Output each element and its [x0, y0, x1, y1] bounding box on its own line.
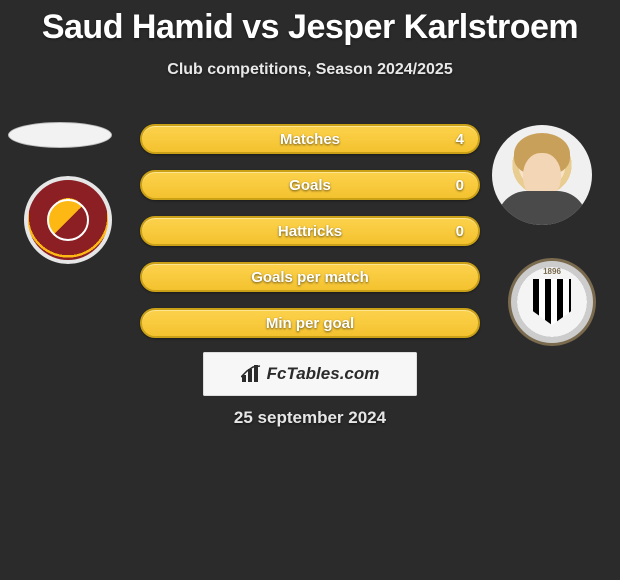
- badge-year: 1896: [511, 267, 593, 276]
- bars-icon: [241, 365, 261, 383]
- stat-value: 0: [456, 223, 464, 240]
- subtitle: Club competitions, Season 2024/2025: [0, 61, 620, 79]
- stat-value: 4: [456, 131, 464, 148]
- udinese-crest-icon: 1896: [508, 258, 596, 346]
- right-club-badge: 1896: [500, 258, 604, 346]
- stat-bar-goals-per-match: Goals per match: [140, 262, 480, 292]
- date-text: 25 september 2024: [0, 408, 620, 428]
- stat-bar-matches: Matches 4: [140, 124, 480, 154]
- attribution-box: FcTables.com: [203, 352, 417, 396]
- attribution-text: FcTables.com: [267, 364, 380, 384]
- stats-bars: Matches 4 Goals 0 Hattricks 0 Goals per …: [140, 124, 480, 354]
- left-club-badge: [16, 176, 120, 264]
- stat-label: Matches: [280, 131, 340, 148]
- stat-label: Hattricks: [278, 223, 342, 240]
- stat-label: Goals: [289, 177, 331, 194]
- page-title: Saud Hamid vs Jesper Karlstroem: [0, 0, 620, 47]
- stat-label: Goals per match: [251, 269, 369, 286]
- stat-bar-goals: Goals 0: [140, 170, 480, 200]
- right-player-photo: [492, 125, 592, 225]
- stat-bar-min-per-goal: Min per goal: [140, 308, 480, 338]
- stat-bar-hattricks: Hattricks 0: [140, 216, 480, 246]
- stat-label: Min per goal: [266, 315, 354, 332]
- stat-value: 0: [456, 177, 464, 194]
- left-player-photo: [8, 122, 112, 148]
- roma-crest-icon: [24, 176, 112, 264]
